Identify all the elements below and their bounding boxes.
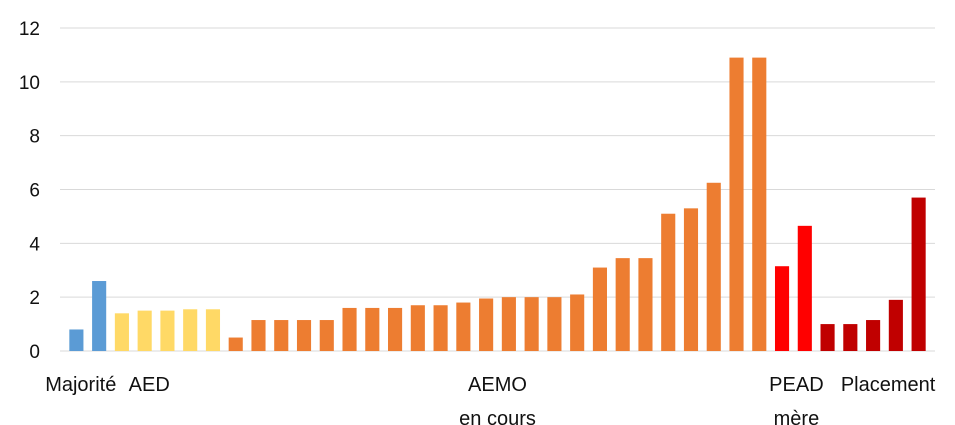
bar [160,310,175,351]
bar [843,324,858,351]
bar [888,299,903,351]
bar [205,309,221,351]
bar [570,294,585,351]
bar [137,310,152,351]
bar [69,329,84,351]
group-label: PEAD [769,374,823,396]
bar [911,197,926,351]
y-tick-label: 4 [29,234,40,255]
bar [524,297,539,351]
gridlines [60,27,935,352]
bar [92,281,107,351]
group-labels: Majorité AED AEMO en cours PEAD mère Placement [45,374,936,425]
bar [114,313,129,351]
bar [866,320,881,351]
y-tick-label: 6 [29,181,40,202]
y-axis-ticks: 0 2 4 6 8 10 12 [19,19,41,363]
group-label: en cours [459,408,536,425]
bar [797,225,812,351]
bar [274,320,289,351]
group-label: Majorité [45,374,116,396]
bar [774,266,790,351]
bar [228,337,243,351]
bar [365,307,380,351]
bar [729,57,744,351]
group-label: AEMO [468,374,527,396]
y-tick-label: 2 [29,288,40,309]
bar [433,305,448,351]
bar [615,258,630,351]
bar [661,213,676,351]
bar [820,324,835,351]
bar [479,298,494,351]
group-label: mère [774,408,820,425]
y-tick-label: 10 [19,73,40,94]
bar [296,320,312,351]
group-label: Placement [841,374,936,396]
bar [456,302,471,351]
bar [342,307,357,351]
bar [752,57,767,351]
bar [683,208,699,351]
bar [638,258,653,351]
group-label: AED [129,374,170,396]
bar [410,305,425,351]
bars [69,57,926,351]
bar [388,307,403,351]
y-tick-label: 0 [29,342,40,363]
bar [183,309,198,351]
bar [319,320,334,351]
y-tick-label: 8 [29,127,40,148]
bar [706,182,721,351]
bar [547,297,562,351]
bar [251,320,266,351]
y-tick-label: 12 [19,19,40,40]
bar [592,267,607,351]
bar [501,297,516,351]
